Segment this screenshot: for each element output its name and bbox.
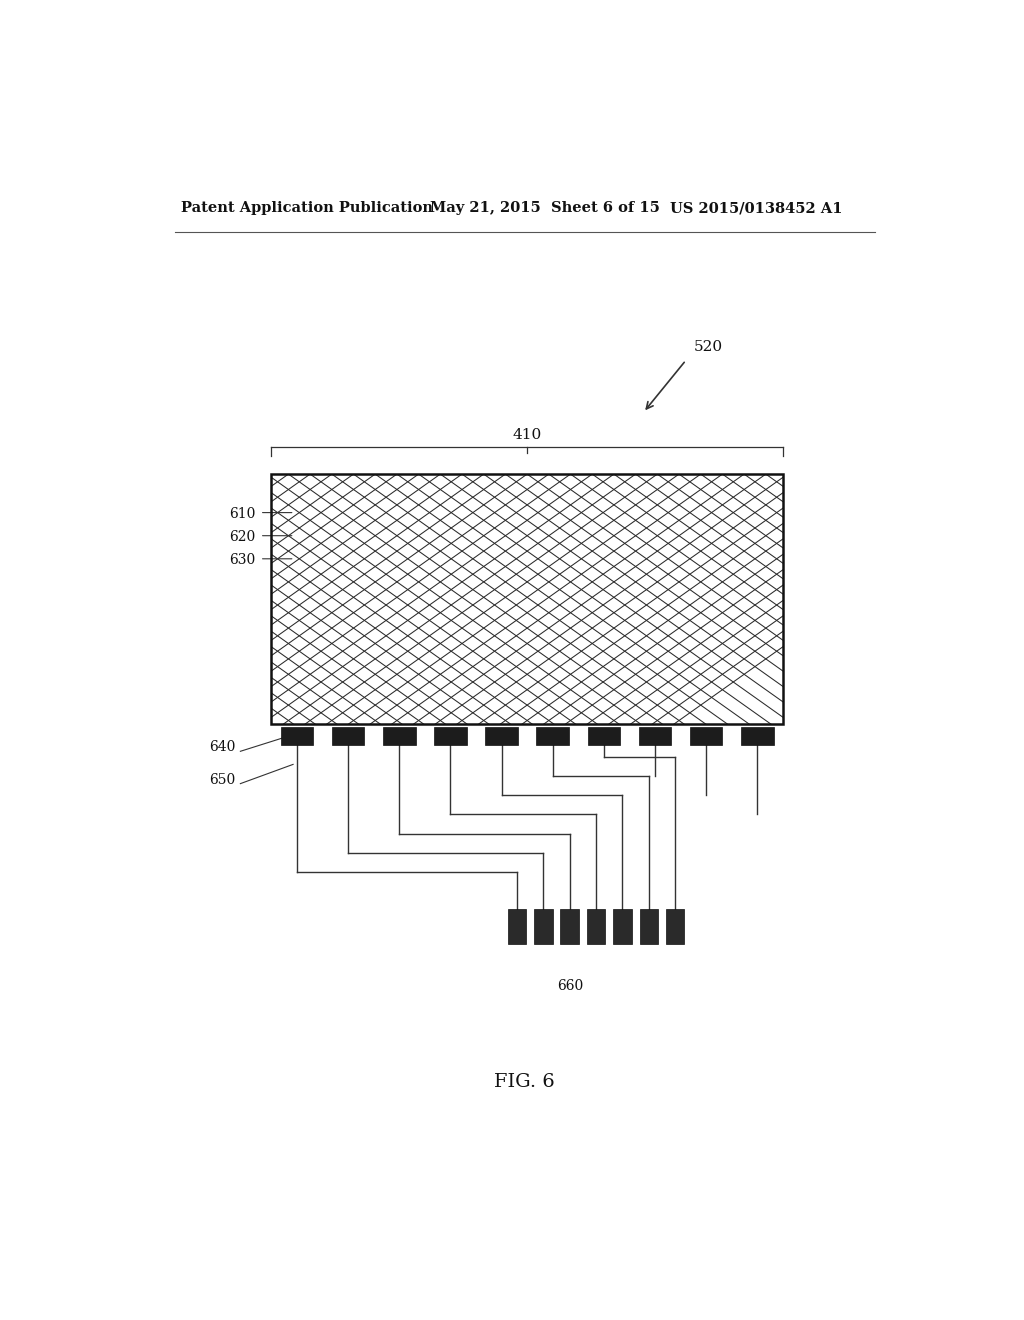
Text: FIG. 6: FIG. 6 [495,1073,555,1092]
Bar [434,726,467,744]
Text: US 2015/0138452 A1: US 2015/0138452 A1 [671,202,843,215]
Bar [690,726,722,744]
Bar [587,909,605,944]
Text: 660: 660 [557,979,583,993]
Bar [271,474,783,725]
Bar [383,726,416,744]
Bar [640,909,658,944]
Text: 640: 640 [209,741,236,755]
Bar [332,726,365,744]
Bar [281,726,313,744]
Text: 610: 610 [228,507,255,521]
Bar [639,726,672,744]
Bar [508,909,526,944]
Bar [666,909,684,944]
Text: 630: 630 [228,553,255,568]
Bar [271,474,783,725]
Text: 650: 650 [209,772,236,787]
Bar [560,909,579,944]
Text: 520: 520 [693,341,723,354]
Text: Patent Application Publication: Patent Application Publication [180,202,433,215]
Bar [741,726,773,744]
Bar [537,726,569,744]
Text: 620: 620 [228,531,255,544]
Bar [535,909,553,944]
Text: May 21, 2015  Sheet 6 of 15: May 21, 2015 Sheet 6 of 15 [430,202,660,215]
Text: 410: 410 [512,428,542,442]
Bar [613,909,632,944]
Bar [588,726,621,744]
Bar [485,726,518,744]
